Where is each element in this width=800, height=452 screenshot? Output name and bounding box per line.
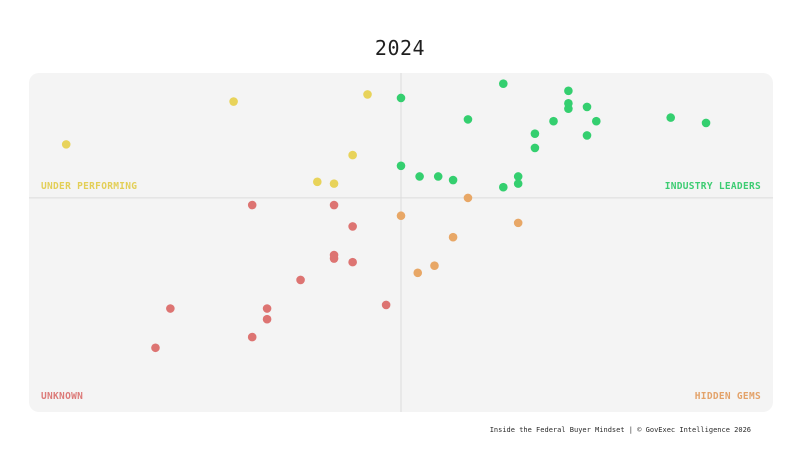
point-unknown-12	[247, 332, 257, 342]
point-under-performing-2	[229, 97, 238, 106]
point-hidden-gems-3	[513, 218, 523, 228]
point-unknown-11	[166, 304, 175, 313]
point-industry-leaders-7	[530, 143, 540, 153]
point-hidden-gems-2	[396, 211, 406, 221]
point-industry-leaders-11	[701, 118, 711, 128]
point-industry-leaders-13	[415, 172, 424, 181]
point-industry-leaders-21	[564, 99, 573, 108]
quadrant-label-hidden-gems: HIDDEN GEMS	[694, 391, 761, 402]
point-unknown-13	[151, 343, 160, 353]
point-unknown-2	[329, 200, 339, 210]
point-hidden-gems-5	[430, 261, 439, 270]
point-industry-leaders-16	[499, 79, 508, 89]
point-unknown-6	[348, 257, 357, 267]
point-industry-leaders-6	[530, 129, 540, 138]
point-industry-leaders-10	[666, 113, 675, 122]
point-industry-leaders-19	[499, 182, 508, 192]
scatter-chart	[29, 73, 773, 412]
point-unknown-7	[296, 275, 305, 285]
point-under-performing-4	[348, 150, 357, 160]
quadrant-label-under-performing: UNDER PERFORMING	[41, 181, 138, 192]
chart-title: 2024	[374, 36, 426, 60]
point-under-performing-1	[61, 140, 71, 149]
point-industry-leaders-5	[592, 116, 601, 126]
plot-area: UNDER PERFORMING INDUSTRY LEADERS UNKNOW…	[29, 73, 773, 412]
point-industry-leaders-1	[396, 93, 406, 103]
point-unknown-1	[247, 200, 257, 210]
footer-credit: Inside the Federal Buyer Mindset | © Gov…	[489, 426, 751, 434]
point-industry-leaders-2	[463, 115, 473, 124]
point-hidden-gems-6	[413, 268, 423, 278]
point-industry-leaders-8	[549, 116, 558, 126]
quadrant-label-unknown: UNKNOWN	[41, 391, 84, 402]
point-unknown-5	[329, 254, 339, 263]
point-unknown-3	[348, 222, 357, 231]
point-hidden-gems-4	[448, 232, 458, 242]
point-under-performing-3	[363, 90, 372, 99]
point-hidden-gems-1	[463, 193, 473, 203]
point-unknown-9	[262, 304, 272, 313]
point-industry-leaders-12	[396, 161, 406, 171]
point-unknown-10	[262, 314, 272, 324]
point-industry-leaders-9	[582, 131, 592, 140]
quadrant-label-industry-leaders: INDUSTRY LEADERS	[664, 181, 761, 192]
point-industry-leaders-17	[513, 172, 523, 181]
point-industry-leaders-14	[433, 172, 443, 181]
point-unknown-8	[381, 300, 391, 310]
point-under-performing-6	[329, 179, 339, 188]
point-industry-leaders-18	[513, 179, 523, 188]
point-industry-leaders-15	[448, 175, 458, 185]
point-industry-leaders-4	[582, 102, 592, 112]
point-industry-leaders-20	[564, 86, 573, 96]
point-under-performing-5	[313, 177, 322, 187]
